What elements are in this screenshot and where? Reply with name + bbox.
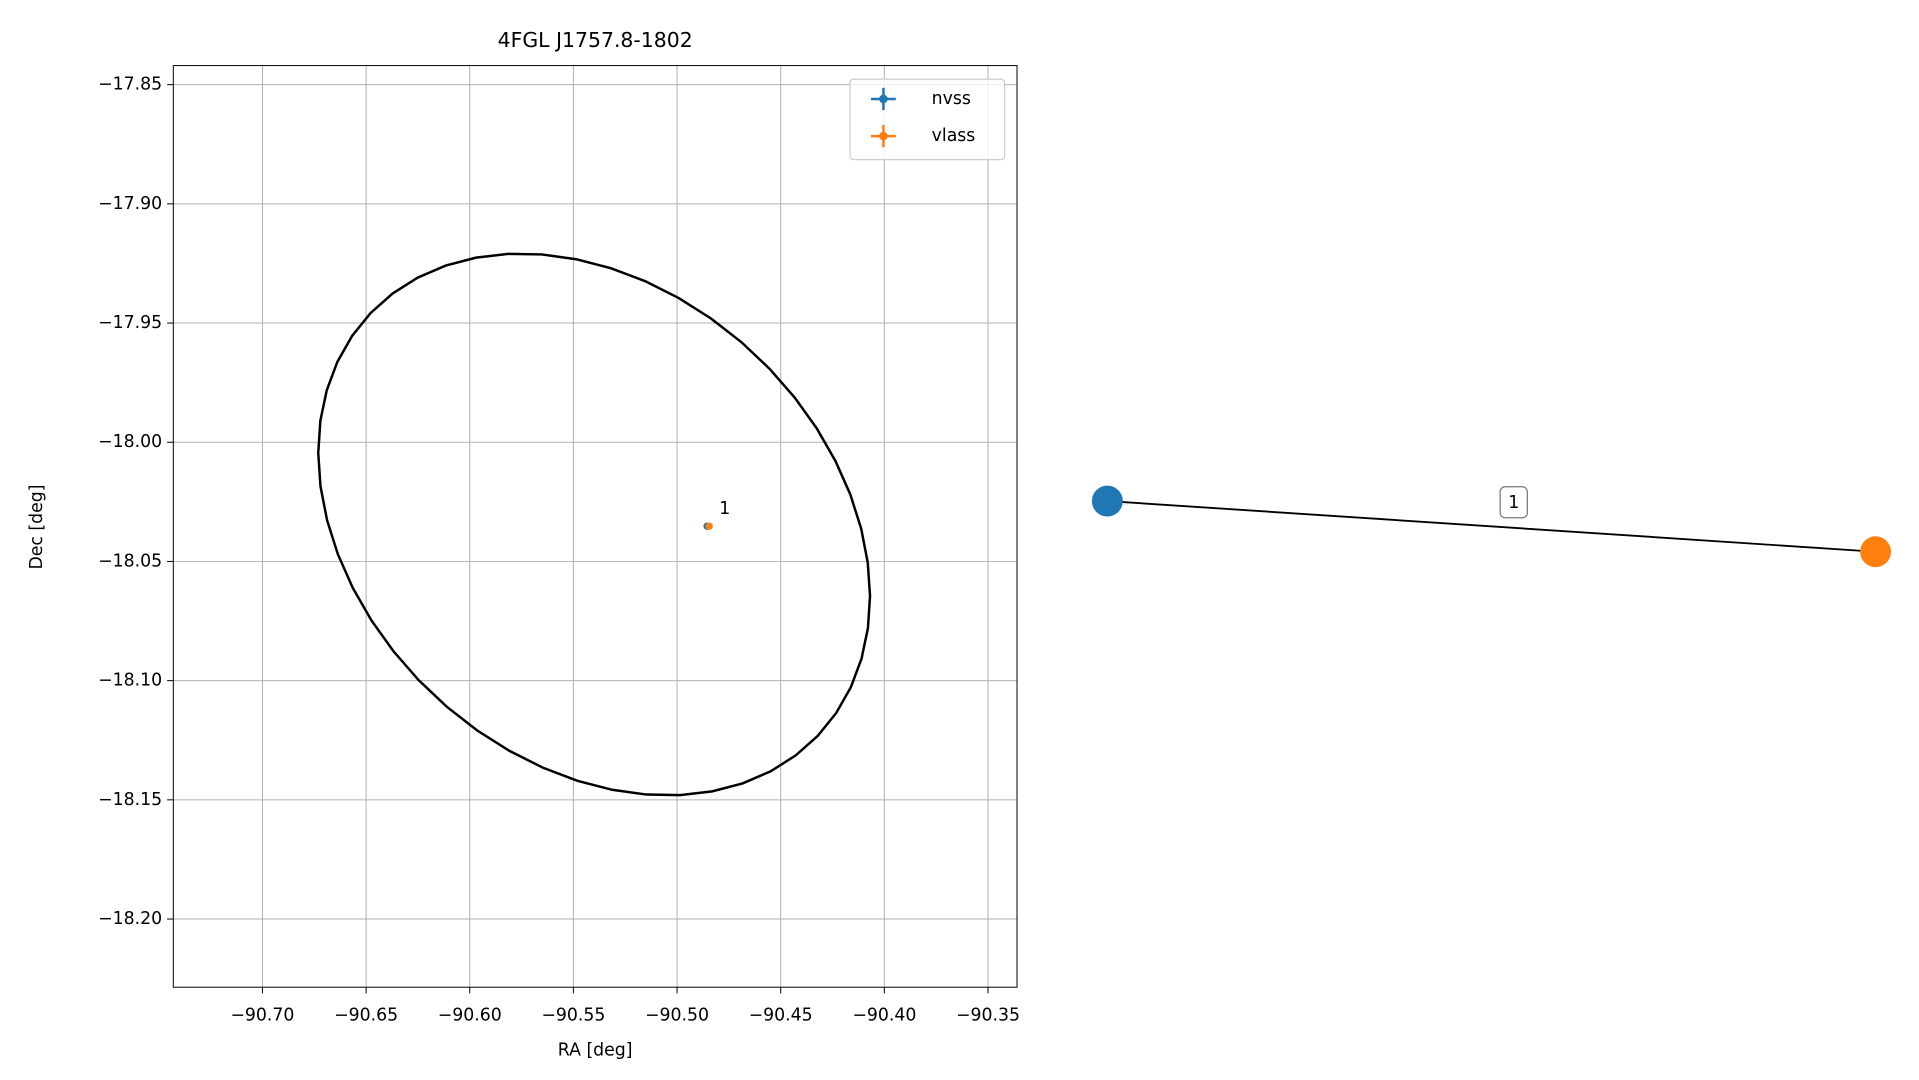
edge-label-box	[1499, 486, 1528, 519]
y-tick-label: −18.00	[98, 432, 162, 452]
x-tick-label: −90.55	[541, 1006, 605, 1026]
chart-title: 4FGL J1757.8-1802	[498, 28, 693, 52]
y-axis-label: Dec [deg]	[27, 484, 47, 569]
y-tick-label: −17.95	[98, 313, 162, 333]
x-axis-label: RA [deg]	[558, 1040, 633, 1060]
x-tick-label: −90.35	[956, 1006, 1020, 1026]
y-tick-label: −17.90	[98, 194, 162, 214]
point	[705, 522, 713, 530]
legend-label: nvss	[932, 89, 971, 109]
annotation: 1	[719, 499, 730, 519]
edge-label: 1	[1508, 493, 1519, 513]
x-tick-label: −90.50	[645, 1006, 709, 1026]
edge	[1107, 500, 1876, 553]
legend-marker	[879, 94, 888, 104]
x-tick-label: −90.60	[438, 1006, 502, 1026]
x-tick-label: −90.65	[334, 1006, 398, 1026]
plot-frame	[172, 65, 1018, 988]
y-tick-label: −18.15	[98, 790, 162, 810]
x-tick-label: −90.45	[749, 1006, 813, 1026]
ellipse	[317, 252, 872, 797]
y-tick-label: −18.05	[98, 551, 162, 571]
y-tick-label: −17.85	[98, 75, 162, 95]
x-tick-label: −90.40	[852, 1006, 916, 1026]
node	[1860, 536, 1892, 568]
legend-label: vlass	[932, 126, 976, 146]
x-tick-label: −90.70	[230, 1006, 294, 1026]
y-tick-label: −18.10	[98, 671, 162, 691]
y-tick-label: −18.20	[98, 909, 162, 929]
legend-box	[849, 78, 1006, 161]
node	[1091, 485, 1123, 517]
legend-marker	[879, 131, 888, 141]
